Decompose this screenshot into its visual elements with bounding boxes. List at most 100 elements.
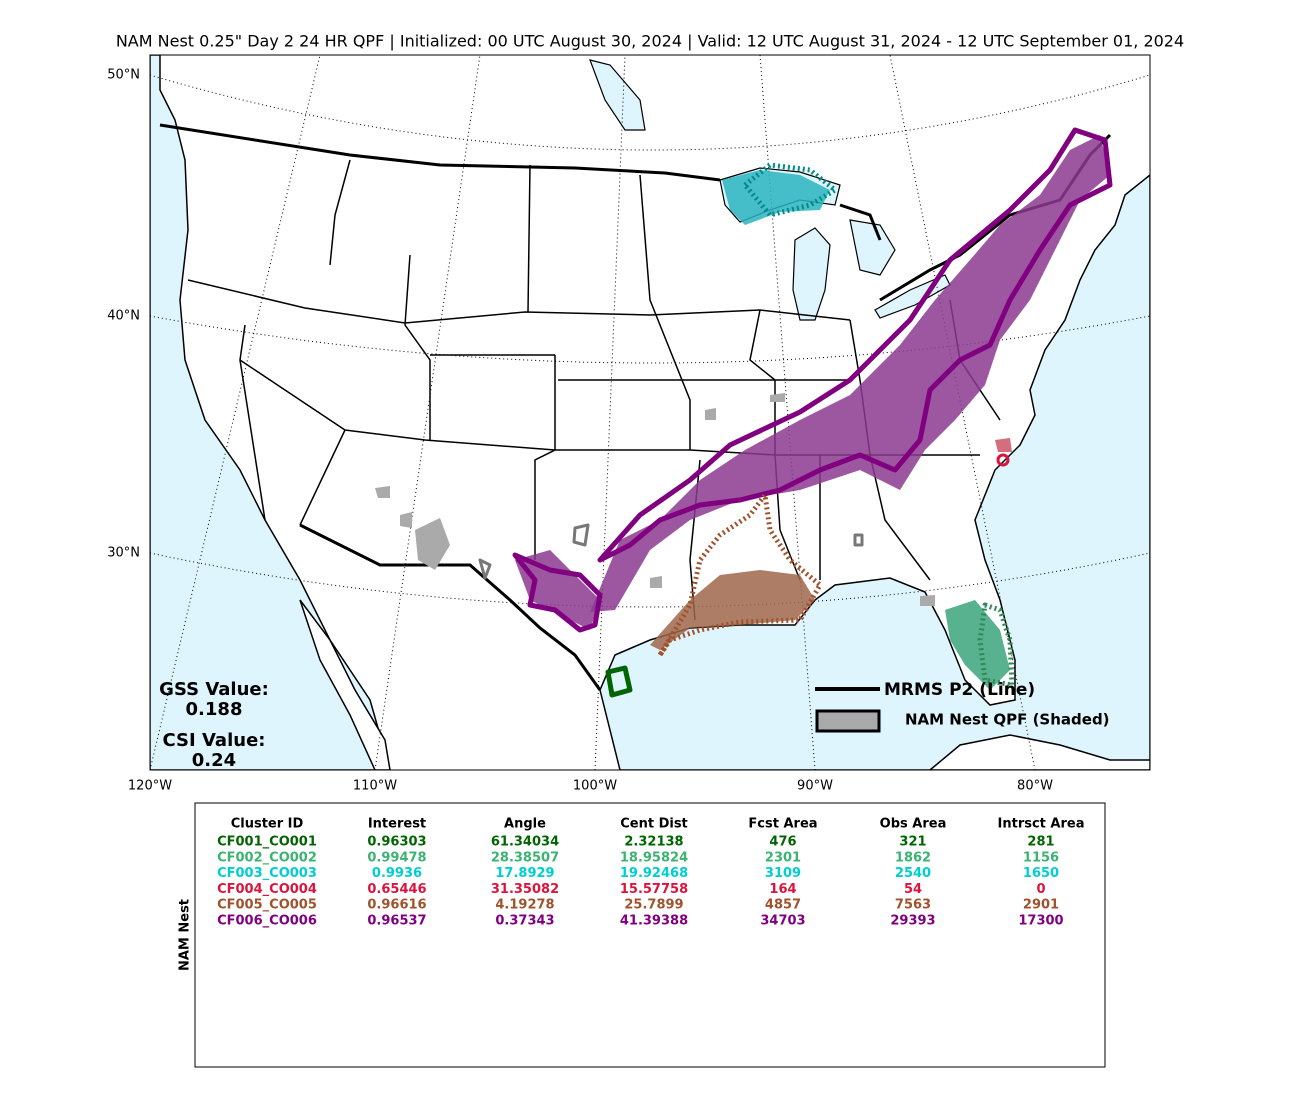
- labels: 50°N 40°N 30°N 120°W 110°W 100°W 90°W 80°W Clust…: [107, 68, 1084, 929]
- pacific-ocean: [150, 55, 391, 770]
- meridian: [150, 55, 321, 770]
- table-cell: 61.34034: [491, 835, 559, 850]
- column-header: Angle: [504, 817, 546, 832]
- table-cell: 18.95824: [620, 850, 688, 865]
- table-cell: 41.39388: [620, 914, 688, 929]
- lon-label: 80°W: [1017, 779, 1053, 794]
- column-header: Fcst Area: [748, 817, 817, 832]
- table-cell: 1156: [1023, 850, 1059, 865]
- column-header: Interest: [368, 817, 426, 832]
- table-cell: 2540: [895, 866, 931, 881]
- obs-outline: [597, 127, 1113, 563]
- table-frame: [194, 802, 1106, 1068]
- csi-label: CSI Value:: [163, 730, 266, 751]
- table-cell: 28.38507: [491, 850, 559, 865]
- csi-value: 0.24: [192, 750, 236, 771]
- gss-value: 0.188: [186, 699, 243, 720]
- obs-outline: [605, 665, 633, 698]
- lon-label: 110°W: [353, 779, 397, 794]
- qpf-area: [650, 570, 815, 650]
- lat-label: 30°N: [107, 546, 140, 561]
- table-cell: CF001_CO001: [217, 835, 317, 850]
- table-cell: 2901: [1023, 898, 1059, 913]
- gss-label: GSS Value:: [159, 679, 269, 700]
- table-cell: 1862: [895, 850, 931, 865]
- table-cell: 476: [769, 835, 796, 850]
- table-cell: 7563: [895, 898, 931, 913]
- legend-shaded-swatch: [815, 709, 881, 733]
- table-cell: 34703: [760, 914, 805, 929]
- qpf-area: [945, 600, 1010, 690]
- table-cell: 0.96616: [367, 898, 426, 913]
- column-header: Intrsct Area: [998, 817, 1085, 832]
- lake-winnipeg: [589, 59, 646, 131]
- table-cell: 164: [769, 882, 796, 897]
- qpf-area: [515, 550, 600, 630]
- table-cell: CF006_CO006: [217, 914, 317, 929]
- column-header: Cluster ID: [231, 817, 304, 832]
- table-cell: 17.8929: [495, 866, 554, 881]
- parallel-50: [150, 74, 1150, 151]
- table-cell: 2301: [765, 850, 801, 865]
- table-side-label: NAM Nest: [178, 899, 193, 971]
- map: MRMS P2 (Line) NAM Nest QPF (Shaded) GSS…: [149, 54, 1151, 771]
- table-cell: 0.65446: [367, 882, 426, 897]
- lon-label: 120°W: [128, 779, 172, 794]
- table-cell: 19.92468: [620, 866, 688, 881]
- table-cell: 0.96303: [367, 835, 426, 850]
- lake-michigan: [792, 227, 831, 321]
- table-cell: 1650: [1023, 866, 1059, 881]
- table-cell: 0.37343: [495, 914, 554, 929]
- map-title: NAM Nest 0.25" Day 2 24 HR QPF | Initial…: [116, 32, 1184, 51]
- column-header: Cent Dist: [620, 817, 688, 832]
- table-cell: 281: [1027, 835, 1054, 850]
- obs-outline: [478, 523, 864, 580]
- obs-outlines: [478, 127, 1113, 698]
- legend-shaded-label: NAM Nest QPF (Shaded): [905, 711, 1110, 729]
- lat-label: 40°N: [107, 309, 140, 324]
- meridian: [889, 55, 1036, 770]
- table-cell: CF002_CO002: [217, 850, 317, 865]
- table-cell: 2.32138: [624, 835, 683, 850]
- qpf-area: [995, 438, 1012, 452]
- obs-outline: [512, 552, 603, 633]
- column-header: Obs Area: [880, 817, 947, 832]
- gulf-atlantic: [599, 174, 1150, 770]
- table-cell: 4.19278: [495, 898, 554, 913]
- table-cell: 15.57758: [620, 882, 688, 897]
- table-cell: 4857: [765, 898, 801, 913]
- table-cell: 54: [904, 882, 922, 897]
- legend-line-label: MRMS P2 (Line): [884, 680, 1035, 700]
- lake-huron: [849, 219, 896, 276]
- obs-outline: [996, 453, 1010, 467]
- parallel-40: [150, 315, 1150, 364]
- table-cell: CF005_CO005: [217, 898, 317, 913]
- table-cell: 17300: [1018, 914, 1063, 929]
- table-cell: 0.99478: [367, 850, 426, 865]
- qpf-area: [722, 170, 830, 225]
- lat-label: 50°N: [107, 68, 140, 83]
- table-cell: 321: [899, 835, 926, 850]
- mexico-border: [299, 523, 602, 691]
- cuba: [928, 734, 1150, 770]
- map-frame: [149, 54, 1151, 771]
- table-cell: 0: [1036, 882, 1045, 897]
- state-lines: [187, 159, 1001, 621]
- meridian: [374, 55, 481, 770]
- table-cell: 0.9936: [372, 866, 422, 881]
- obs-outline: [657, 492, 823, 658]
- lon-label: 90°W: [797, 779, 833, 794]
- table-cell: CF003_CO003: [217, 866, 317, 881]
- table-cell: CF004_CO004: [217, 882, 317, 897]
- obs-outline: [977, 602, 1015, 688]
- parallel-30: [150, 552, 1150, 608]
- table-cell: 29393: [890, 914, 935, 929]
- table-cell: 0.96537: [367, 914, 426, 929]
- qpf-shaded: [375, 135, 1110, 690]
- lon-label: 100°W: [573, 779, 617, 794]
- meridian: [594, 55, 626, 770]
- qpf-area: [590, 135, 1110, 612]
- table-cell: 3109: [765, 866, 801, 881]
- table-cell: 25.7899: [624, 898, 683, 913]
